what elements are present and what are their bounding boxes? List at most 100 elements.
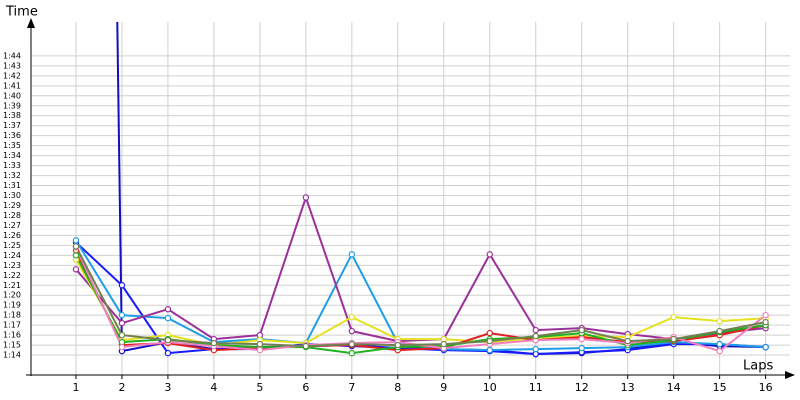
point — [532, 332, 539, 340]
point — [578, 344, 585, 352]
point — [716, 317, 723, 325]
x-tick-label: 5 — [256, 381, 263, 394]
y-tick-label: 1:24 — [3, 251, 21, 260]
point — [440, 340, 447, 348]
y-tick-label: 1:34 — [3, 151, 21, 160]
series-line — [116, 22, 766, 356]
series-line — [75, 245, 766, 348]
point — [164, 349, 172, 357]
series-line — [75, 194, 766, 343]
point — [72, 266, 80, 273]
point — [348, 327, 356, 335]
y-tick-label: 1:32 — [3, 171, 21, 180]
point — [486, 251, 493, 258]
point — [348, 349, 356, 357]
x-tick-label: 4 — [210, 381, 217, 394]
x-tick-label: 8 — [394, 381, 401, 394]
y-tick-label: 1:33 — [3, 161, 21, 170]
x-tick-label: 9 — [440, 381, 447, 394]
x-tick-label: 13 — [621, 381, 635, 394]
point — [72, 243, 80, 250]
point — [716, 340, 723, 348]
point — [486, 329, 493, 337]
y-tick-label: 1:26 — [3, 231, 21, 240]
y-tick-label: 1:37 — [3, 121, 21, 130]
point — [762, 318, 769, 326]
y-tick-label: 1:15 — [3, 341, 21, 350]
y-tick-label: 1:29 — [3, 201, 21, 210]
x-tick-label: 11 — [529, 381, 543, 394]
x-tick-label: 1 — [72, 381, 79, 394]
y-axis-label: Time — [5, 5, 38, 20]
y-tick-label: 1:18 — [3, 311, 21, 320]
x-axis-label: Laps — [743, 359, 773, 374]
y-tick-label: 1:20 — [3, 291, 21, 300]
y-tick-label: 1:40 — [3, 91, 21, 100]
point — [256, 346, 264, 354]
grid — [31, 22, 790, 375]
point — [486, 346, 493, 354]
y-tick-label: 1:27 — [3, 221, 21, 230]
plot-area — [72, 22, 769, 358]
point — [716, 327, 723, 335]
point — [118, 331, 126, 339]
y-tick-label: 1:17 — [3, 321, 21, 330]
y-tick-label: 1:39 — [3, 101, 21, 110]
y-tick-label: 1:43 — [3, 61, 21, 70]
y-tick-label: 1:25 — [3, 241, 21, 250]
point — [72, 252, 80, 259]
point — [348, 340, 356, 348]
y-tick-label: 1:21 — [3, 281, 21, 290]
point — [118, 311, 126, 319]
x-tick-label: 3 — [164, 381, 171, 394]
y-tick-label: 1:31 — [3, 181, 21, 190]
point — [486, 337, 493, 345]
point — [716, 347, 723, 355]
x-arrow — [785, 371, 795, 379]
point — [348, 313, 356, 321]
x-tick-label: 6 — [302, 381, 309, 394]
point — [578, 326, 585, 334]
point — [118, 282, 126, 289]
y-tick-label: 1:22 — [3, 271, 21, 280]
point — [256, 340, 264, 348]
point — [394, 341, 402, 349]
x-tick-label: 12 — [575, 381, 589, 394]
point — [578, 335, 585, 343]
x-tick-label: 16 — [759, 381, 773, 394]
x-tick-label: 10 — [483, 381, 497, 394]
y-tick-label: 1:38 — [3, 111, 21, 120]
point — [670, 313, 677, 321]
y-arrow — [27, 18, 35, 28]
point — [164, 314, 172, 322]
point — [164, 305, 172, 313]
point — [348, 251, 356, 258]
point — [532, 345, 539, 353]
x-tick-label: 14 — [667, 381, 681, 394]
y-tick-label: 1:35 — [3, 141, 21, 150]
x-tick-label: 2 — [118, 381, 125, 394]
point — [302, 342, 310, 350]
y-tick-label: 1:19 — [3, 301, 21, 310]
point — [624, 337, 631, 345]
point — [118, 319, 126, 327]
point — [532, 326, 539, 334]
y-tick-label: 1:41 — [3, 81, 21, 90]
y-tick-label: 1:30 — [3, 191, 21, 200]
axes — [26, 18, 795, 379]
series-line — [75, 258, 766, 347]
x-tick-label: 15 — [713, 381, 727, 394]
y-tick-label: 1:16 — [3, 331, 21, 340]
x-tick-label: 7 — [348, 381, 355, 394]
point — [670, 335, 677, 343]
y-tick-label: 1:36 — [3, 131, 21, 140]
point — [72, 237, 80, 244]
point — [762, 311, 769, 319]
point — [118, 343, 126, 351]
y-tick-label: 1:14 — [3, 351, 21, 360]
y-tick-label: 1:44 — [3, 51, 21, 60]
y-tick-label: 1:28 — [3, 211, 21, 220]
point — [164, 336, 172, 344]
point — [762, 343, 769, 351]
